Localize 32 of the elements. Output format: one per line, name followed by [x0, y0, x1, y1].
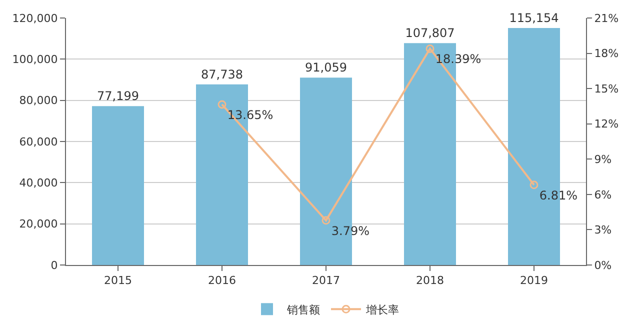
y-tick-label: 80,000	[19, 94, 58, 108]
y-tick-label: 60,000	[19, 135, 58, 148]
x-tick-label: 2019	[520, 274, 548, 288]
y2-tick-label: 9%	[594, 152, 612, 166]
data-label: 107,807	[405, 26, 455, 40]
y2-tick-label: 12%	[594, 118, 619, 131]
point	[530, 180, 538, 190]
y-tick-label: 100,000	[12, 53, 58, 66]
x-tick-label: 2015	[104, 274, 132, 288]
y-tick-label: 0	[50, 258, 58, 272]
y-tick-label: 20,000	[19, 218, 58, 231]
x-tick-label: 2017	[312, 274, 340, 288]
legend-label: 增长率	[365, 303, 399, 316]
point	[322, 216, 330, 225]
bar	[92, 106, 144, 265]
y-tick-label: 120,000	[12, 12, 58, 25]
data-label: 115,154	[509, 10, 559, 25]
legend-label: 销售额	[286, 303, 320, 316]
data-label: 91,059	[305, 60, 347, 75]
y-tick-label: 40,000	[19, 176, 58, 190]
x-tick-label: 2018	[416, 274, 444, 288]
x-tick-label: 2016	[208, 274, 236, 288]
y2-tick-label: 18%	[594, 47, 619, 60]
y2-tick-label: 3%	[594, 224, 612, 237]
point	[218, 100, 226, 109]
y2-tick-label: 21%	[594, 12, 619, 25]
point	[426, 44, 434, 53]
data-label: 87,738	[201, 67, 243, 82]
data-label: 77,199	[97, 89, 139, 104]
y2-tick-label: 0%	[594, 258, 612, 272]
y2-tick-label: 15%	[594, 82, 619, 96]
y2-tick-label: 6%	[594, 188, 612, 202]
